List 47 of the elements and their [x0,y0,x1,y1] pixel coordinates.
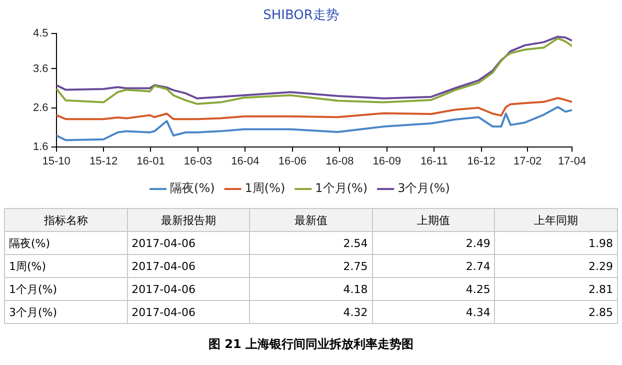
x-tick-label: 16-12 [467,155,496,168]
text: 2017-04-06 [127,278,250,300]
x-tick-label: 17-02 [514,155,542,168]
legend-label: 1个月(%) [315,181,368,196]
y-tick-label: 2.6 [32,102,48,114]
y-tick-label: 1.6 [32,140,48,153]
x-tick-label: 17-04 [558,155,586,168]
category-label: 最新值 [250,208,372,232]
x-tick-label: 16-09 [372,155,401,168]
text: 3个月(%) [4,300,128,324]
text: 1个月(%) [4,278,128,300]
x-tick-label: 16-08 [326,155,354,168]
caption: 图 21 上海银行间同业拆放利率走势图 [207,336,415,353]
category-label: 上期值 [372,208,495,232]
text: 2.29 [494,254,618,278]
text: 4.32 [250,300,372,324]
x-tick-label: 15-10 [42,155,70,168]
x-tick-label: 16-11 [420,155,448,168]
text: 2017-04-06 [127,254,250,278]
chart-title: SHIBOR走势 [263,8,339,24]
y-tick-label: 3.6 [32,62,48,75]
text: 2017-04-06 [127,232,250,254]
x-tick-label: 16-03 [184,155,212,168]
category-label: 指标名称 [4,208,128,232]
x-tick-label: 15-12 [89,155,118,168]
text: 隔夜(%) [4,232,128,254]
text: 1周(%) [4,254,128,278]
legend-label: 3个月(%) [398,181,450,196]
text: 2.81 [494,278,618,300]
category-label: 上年同期 [494,208,618,232]
x-tick-label: 16-04 [231,155,260,168]
category-label: 最新报告期 [127,208,250,232]
x-tick-label: 16-06 [278,155,306,168]
text: 4.34 [372,300,495,324]
legend-label: 隔夜(%) [170,181,215,196]
text: 1.98 [494,232,618,254]
x-tick-label: 16-01 [136,155,165,168]
text: 2.75 [250,254,372,278]
y-tick-label: 4.5 [32,28,48,40]
text: 2017-04-06 [127,300,250,324]
text: 2.54 [250,232,372,254]
legend-label: 1周(%) [244,181,286,196]
text: 2.85 [494,300,618,324]
text: 2.49 [372,232,495,254]
text: 2.74 [372,254,495,278]
text: 4.18 [250,278,372,300]
text: 4.25 [372,278,495,300]
